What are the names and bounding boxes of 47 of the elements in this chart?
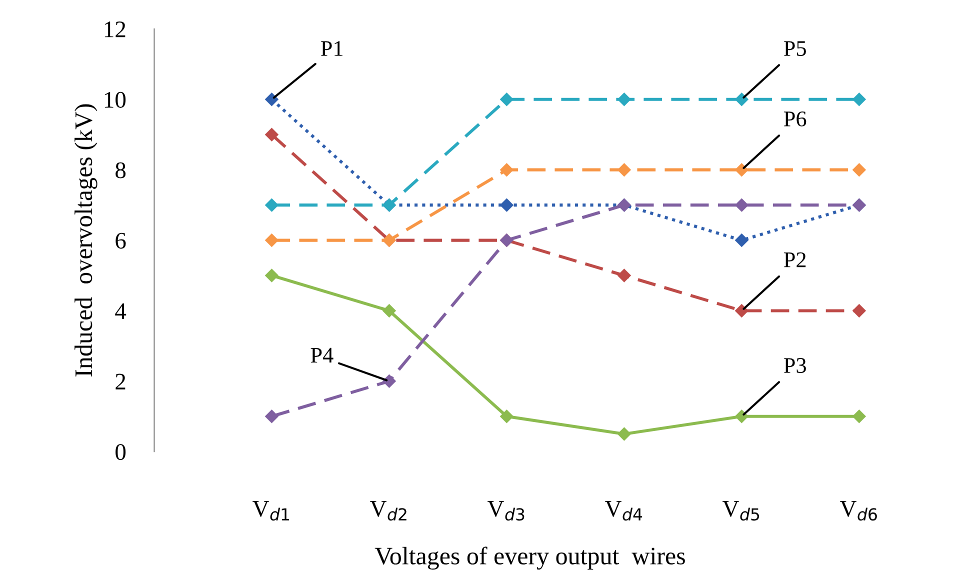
- point: [382, 304, 396, 318]
- point: [382, 374, 396, 388]
- series-label: P4: [310, 348, 334, 363]
- y-tick-label: 2: [116, 374, 126, 390]
- x-tick-label: V$_{d6}$: [840, 501, 877, 521]
- point: [852, 163, 866, 176]
- y-tick-label: 10: [104, 92, 126, 108]
- series-label: P6: [784, 112, 806, 126]
- y-tick-label: 12: [104, 22, 126, 38]
- point: [265, 198, 278, 212]
- point: [500, 92, 514, 106]
- point: [735, 163, 748, 176]
- series-label: P3: [784, 358, 806, 373]
- x-tick-label: V$_{d5}$: [722, 501, 760, 521]
- y-tick-label: 8: [116, 162, 126, 178]
- x-tick-label: V$_{d4}$: [604, 501, 642, 521]
- point: [618, 427, 631, 441]
- y-tick-label: 4: [115, 303, 126, 319]
- point: [265, 92, 278, 106]
- x-tick-label: V$_{d2}$: [370, 501, 406, 521]
- x-tick-label: V$_{d1}$: [252, 501, 290, 521]
- y-tick-label: 6: [116, 232, 126, 249]
- point: [735, 304, 748, 318]
- point: [500, 198, 514, 212]
- series-label: P2: [784, 252, 806, 268]
- point: [265, 128, 278, 142]
- x-axis-title: Voltages of every output wires: [374, 546, 685, 570]
- x-tick-label: V$_{d3}$: [487, 501, 524, 521]
- point: [852, 92, 866, 106]
- point: [618, 163, 631, 176]
- point: [500, 163, 514, 176]
- point: [852, 304, 866, 318]
- y-tick-label: 0: [116, 444, 126, 460]
- series-label: P5: [784, 41, 806, 56]
- point: [500, 410, 514, 423]
- point: [265, 410, 278, 423]
- point: [265, 234, 278, 247]
- point: [618, 268, 631, 282]
- point: [735, 234, 748, 247]
- point: [265, 268, 278, 282]
- point: [735, 198, 748, 212]
- y-axis-title: Induced overvoltages (kV): [74, 104, 98, 376]
- point: [735, 410, 748, 423]
- text: P1: [320, 41, 342, 56]
- point: [618, 92, 631, 106]
- point: [735, 92, 748, 106]
- point: [852, 410, 866, 423]
